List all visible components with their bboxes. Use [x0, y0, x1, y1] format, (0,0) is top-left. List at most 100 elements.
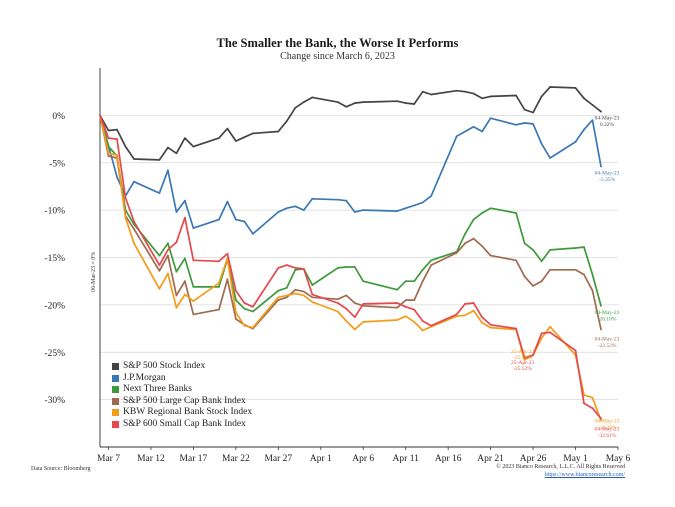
series-line-4: [99, 115, 602, 330]
data-point: [396, 306, 399, 309]
data-point: [158, 159, 161, 161]
legend-swatch: [112, 374, 119, 382]
x-tick-label: May 1: [563, 454, 588, 464]
data-point: [234, 311, 237, 314]
data-point: [396, 210, 399, 212]
data-point: [175, 270, 178, 273]
data-point: [158, 264, 161, 266]
data-point: [133, 158, 135, 160]
trough-label-date: 25-Apr-23: [511, 349, 534, 355]
data-point: [302, 101, 305, 104]
data-point: [285, 286, 288, 289]
data-point: [251, 232, 254, 235]
data-point: [302, 290, 305, 293]
legend-item: Next Three Banks: [112, 384, 252, 396]
end-label-date: 04-May-23: [595, 171, 620, 177]
data-point: [217, 137, 220, 140]
data-point: [175, 306, 178, 309]
y-tick-label: -5%: [49, 159, 65, 169]
x-tick-label: Mar 12: [137, 454, 165, 464]
data-point: [116, 138, 118, 140]
data-point: [523, 108, 526, 111]
data-point: [489, 95, 492, 98]
data-point: [549, 325, 551, 328]
end-label-value: -5.35%: [599, 177, 615, 183]
data-point: [226, 252, 229, 255]
data-point: [455, 135, 458, 138]
data-point: [277, 299, 280, 302]
data-point: [336, 302, 339, 304]
end-label-value: -20.10%: [598, 316, 617, 322]
data-point: [345, 105, 348, 108]
data-point: [353, 302, 356, 304]
website-link[interactable]: https://www.biancoresearch.com/: [544, 472, 625, 478]
data-point: [234, 318, 237, 320]
legend-swatch: [112, 420, 119, 428]
data-point: [591, 407, 594, 410]
data-point: [311, 96, 314, 99]
data-point: [396, 288, 399, 291]
data-point: [472, 218, 475, 221]
data-point: [540, 332, 543, 335]
data-point: [464, 314, 467, 317]
data-point: [311, 301, 314, 303]
legend-item: S&P 500 Large Cap Bank Index: [112, 396, 252, 408]
data-point: [421, 201, 424, 204]
data-point: [540, 142, 543, 145]
data-point: [404, 102, 407, 104]
y-tick-label: -10%: [44, 207, 65, 217]
data-point: [574, 247, 577, 249]
data-point: [217, 260, 220, 263]
data-point: [532, 354, 534, 356]
data-point: [591, 119, 594, 122]
data-point: [430, 259, 433, 262]
data-point: [583, 402, 585, 405]
data-point: [430, 324, 433, 327]
legend-swatch: [112, 397, 119, 405]
data-point: [353, 266, 356, 268]
y-tick-label: -20%: [44, 301, 65, 311]
data-point: [345, 266, 348, 268]
data-point: [167, 242, 169, 245]
data-point: [243, 307, 246, 310]
data-point: [277, 289, 280, 292]
data-point: [184, 257, 186, 260]
data-point: [396, 302, 399, 304]
data-point: [184, 199, 186, 202]
data-point: [421, 329, 424, 332]
data-point: [540, 95, 543, 98]
chart-title: The Smaller the Bank, the Worse It Perfo…: [216, 36, 459, 50]
legend-label: Next Three Banks: [123, 384, 192, 394]
data-point: [549, 249, 551, 251]
data-point: [600, 165, 602, 168]
data-point: [302, 209, 305, 212]
data-point: [472, 125, 475, 128]
data-point: [217, 308, 220, 311]
data-source-note: Data Source: Bloomberg: [31, 466, 91, 472]
data-point: [158, 269, 161, 272]
data-point: [294, 205, 297, 208]
data-point: [515, 259, 517, 262]
data-point: [523, 122, 526, 124]
data-point: [574, 349, 577, 352]
data-point: [362, 303, 365, 305]
y-tick-label: 0%: [52, 112, 65, 122]
data-point: [481, 245, 484, 248]
data-point: [532, 285, 534, 287]
data-point: [532, 111, 534, 114]
end-label-date: 04-May-23: [595, 337, 620, 343]
data-point: [489, 117, 492, 120]
data-point: [336, 298, 339, 301]
end-label-date: 04-May-23: [595, 310, 620, 316]
data-point: [430, 264, 433, 266]
data-point: [515, 94, 517, 97]
x-tick-label: Apr 1: [310, 454, 332, 464]
chart-subtitle: Change since March 6, 2023: [280, 51, 395, 62]
data-point: [251, 310, 254, 313]
data-point: [540, 280, 543, 283]
data-point: [336, 267, 339, 269]
end-label-value: -22.52%: [598, 343, 617, 349]
data-point: [413, 308, 416, 311]
data-point: [600, 419, 602, 422]
